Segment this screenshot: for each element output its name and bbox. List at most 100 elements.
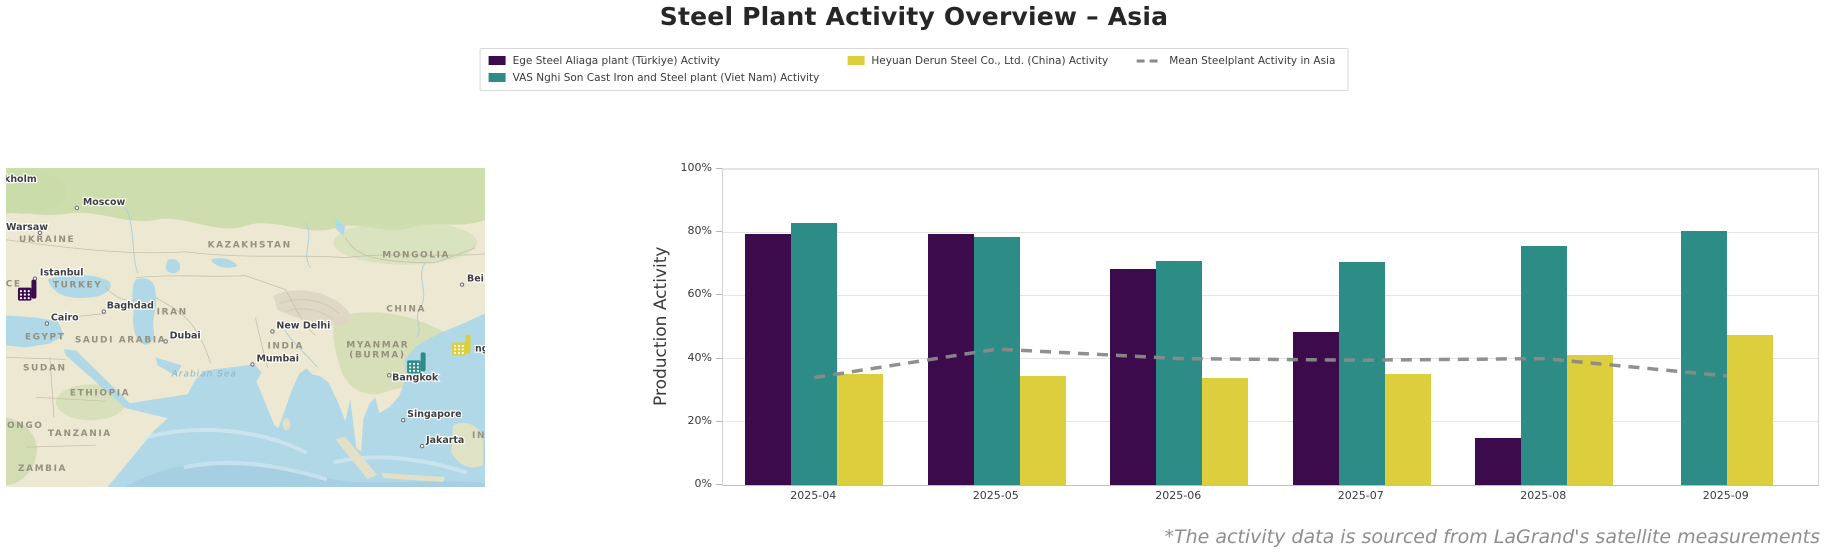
legend-column: Heyuan Derun Steel Co., Ltd. (China) Act… [847,54,1108,67]
y-tick-mark [716,294,722,296]
map-label: INDIA [267,341,304,351]
map-label: ETHIOPIA [70,388,130,398]
x-tick-label: 2025-08 [1520,489,1567,502]
city-dot [387,373,392,378]
island-sri-lanka [282,418,291,431]
y-tick-mark [716,231,722,233]
city-dot [74,205,80,211]
mediterranean-sea [6,315,64,348]
map-label: UKRAINE [19,235,75,245]
legend-swatch [488,56,506,65]
bar-group [906,169,1089,485]
legend-label: Mean Steelplant Activity in Asia [1169,54,1336,67]
bar-group [1088,169,1271,485]
legend-column: Ege Steel Aliaga plant (Türkiye) Activit… [488,54,820,84]
asia-map: kholm Moscow Warsaw UKRAINE KAZAKHSTAN MONGOL… [0,168,494,487]
map-label: CHINA [386,305,426,315]
legend: Ege Steel Aliaga plant (Türkiye) Activit… [479,48,1349,91]
bar [927,233,974,485]
legend-label: Heyuan Derun Steel Co., Ltd. (China) Act… [871,54,1109,67]
legend-item: Mean Steelplant Activity in Asia [1136,54,1335,67]
x-tick-label: 2025-09 [1702,489,1749,502]
y-tick-mark [716,168,722,169]
steel-plant-marker [17,279,37,301]
map-label: KAZAKHSTAN [208,241,292,251]
map-label: New Delhi [276,321,330,332]
chart-title: Steel Plant Activity Overview – Asia [659,2,1169,31]
bar [1156,260,1203,485]
bar [1521,246,1568,485]
y-tick-label: 100% [680,161,712,174]
bar [1567,355,1614,485]
y-tick-mark [716,484,722,485]
bar [1202,377,1249,485]
map-label: ONGO [7,421,44,431]
bar [1019,375,1066,485]
y-tick-label: 0% [694,477,712,490]
x-tick-label: 2025-06 [1155,489,1202,502]
city-dot [250,362,255,367]
bar [1475,437,1522,485]
lake-baikal [335,217,346,236]
gridline [723,231,1818,233]
map-labels: kholm Moscow Warsaw UKRAINE KAZAKHSTAN MONGOL… [0,173,494,474]
y-axis-label: Production Activity [651,246,671,406]
ocean-waves [143,428,468,482]
black-sea [47,274,111,298]
persian-gulf [155,357,182,376]
y-tick-label: 20% [687,413,712,427]
legend-label: Ege Steel Aliaga plant (Türkiye) Activit… [512,54,721,67]
legend-item: Ege Steel Aliaga plant (Türkiye) Activit… [488,54,820,67]
map-label: SAUDI ARABIA [75,335,166,345]
caspian-sea [132,278,157,345]
city-dot [163,339,168,344]
vegetation-ethiopia [55,384,126,421]
rivers [125,207,426,368]
legend-column: Mean Steelplant Activity in Asia [1136,54,1335,67]
legend-label: VAS Nghi Son Cast Iron and Steel plant (… [512,71,820,84]
map-label: Moscow [83,197,126,208]
map-label: (BURMA) [349,350,405,360]
map-label: MYANMAR [346,340,409,350]
bar [1680,230,1727,485]
bar [1726,334,1773,485]
map-label: kholm [6,174,37,185]
map-label: IND [472,431,485,441]
bar [791,222,838,485]
footnote: *The activity data is sourced from LaGra… [1164,526,1820,548]
map-label: Bangkok [392,372,439,383]
bar-chart-plot [722,168,1819,486]
map-label: Arabian Sea [171,369,237,379]
island-sumatra [335,437,378,480]
y-tick-mark [716,357,722,359]
vegetation-europe [0,170,66,214]
gridline [723,168,1818,170]
map-label: Jakarta [425,435,464,446]
city-dot [37,230,43,235]
map-label: Warsaw [6,222,48,233]
map-panel: kholm Moscow Warsaw UKRAINE KAZAKHSTAN MONGOL… [0,168,494,487]
map-label: Bei [467,274,484,285]
steel-plant-marker [452,334,471,356]
map-markers [17,279,471,374]
lake-balkhash [210,258,238,268]
map-label: Istanbul [40,268,84,279]
island-borneo [451,422,484,468]
vegetation-mongolia [333,220,478,265]
bar [1110,268,1157,485]
country-borders [5,237,486,448]
legend-swatch [488,73,506,82]
vegetation-congo [6,417,37,486]
bar-group [1453,169,1636,485]
map-label: Mumbai [256,353,298,364]
bar-group [1271,169,1454,485]
city-dot [101,309,106,314]
y-tick-label: 60% [687,287,712,301]
legend-item: Heyuan Derun Steel Co., Ltd. (China) Act… [847,54,1108,67]
city-dot [419,443,425,449]
vegetation-north [6,168,485,231]
bar [1338,262,1385,485]
island-java [381,473,446,483]
map-label: Cairo [51,313,79,324]
